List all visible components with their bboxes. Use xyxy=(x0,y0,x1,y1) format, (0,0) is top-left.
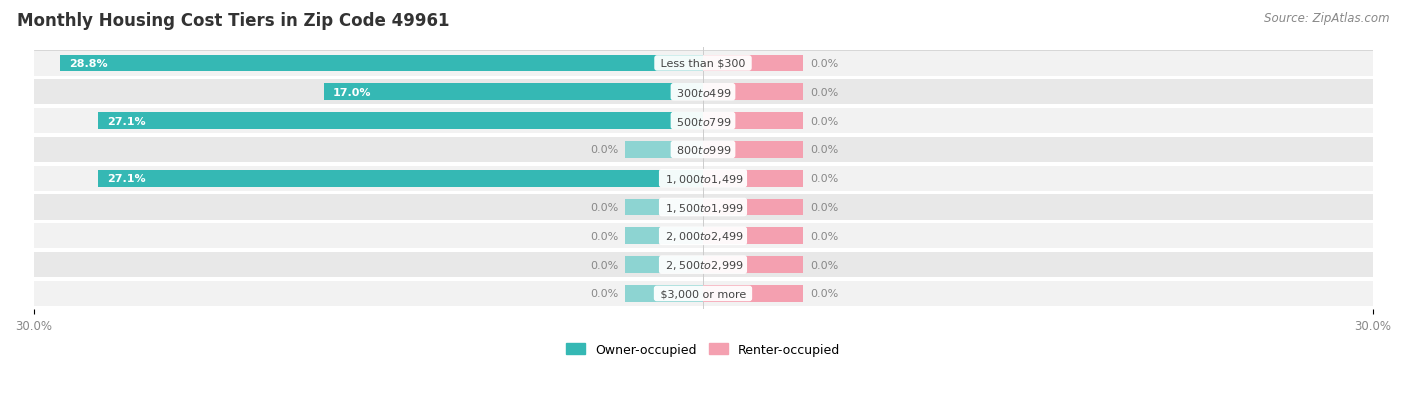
Legend: Owner-occupied, Renter-occupied: Owner-occupied, Renter-occupied xyxy=(561,338,845,361)
Bar xyxy=(98,113,703,130)
Bar xyxy=(34,252,1372,278)
Text: 27.1%: 27.1% xyxy=(107,116,146,126)
Text: 0.0%: 0.0% xyxy=(810,289,838,299)
Bar xyxy=(624,256,703,273)
Text: $3,000 or more: $3,000 or more xyxy=(657,289,749,299)
Text: Less than $300: Less than $300 xyxy=(657,59,749,69)
Text: 27.1%: 27.1% xyxy=(107,174,146,184)
Bar xyxy=(703,285,803,302)
Text: 0.0%: 0.0% xyxy=(591,289,619,299)
Text: $500 to $799: $500 to $799 xyxy=(673,115,733,127)
Bar xyxy=(703,84,803,101)
Bar xyxy=(703,113,803,130)
Bar xyxy=(34,223,1372,249)
Bar xyxy=(34,281,1372,306)
Bar xyxy=(323,84,703,101)
Text: 17.0%: 17.0% xyxy=(333,88,371,97)
Bar xyxy=(34,80,1372,105)
Text: Source: ZipAtlas.com: Source: ZipAtlas.com xyxy=(1264,12,1389,25)
Text: 0.0%: 0.0% xyxy=(591,231,619,241)
Text: $300 to $499: $300 to $499 xyxy=(673,87,733,99)
Text: $800 to $999: $800 to $999 xyxy=(673,144,733,156)
Text: $1,500 to $1,999: $1,500 to $1,999 xyxy=(662,201,744,214)
Bar xyxy=(60,55,703,72)
Text: 0.0%: 0.0% xyxy=(810,231,838,241)
Text: $2,500 to $2,999: $2,500 to $2,999 xyxy=(662,259,744,271)
Bar xyxy=(624,199,703,216)
Bar xyxy=(34,51,1372,76)
Bar xyxy=(703,256,803,273)
Bar xyxy=(98,171,703,187)
Text: $2,000 to $2,499: $2,000 to $2,499 xyxy=(662,230,744,243)
Bar xyxy=(703,142,803,158)
Bar xyxy=(34,138,1372,163)
Bar xyxy=(703,55,803,72)
Text: 0.0%: 0.0% xyxy=(810,88,838,97)
Text: 0.0%: 0.0% xyxy=(591,260,619,270)
Text: 0.0%: 0.0% xyxy=(810,145,838,155)
Bar xyxy=(703,228,803,244)
Text: 28.8%: 28.8% xyxy=(69,59,108,69)
Bar xyxy=(624,228,703,244)
Bar xyxy=(703,199,803,216)
Bar xyxy=(624,142,703,158)
Text: 0.0%: 0.0% xyxy=(810,174,838,184)
Text: 0.0%: 0.0% xyxy=(591,145,619,155)
Text: 0.0%: 0.0% xyxy=(591,202,619,213)
Text: 0.0%: 0.0% xyxy=(810,116,838,126)
Text: 0.0%: 0.0% xyxy=(810,59,838,69)
Bar xyxy=(34,109,1372,134)
Text: 0.0%: 0.0% xyxy=(810,202,838,213)
Bar xyxy=(34,166,1372,191)
Text: 0.0%: 0.0% xyxy=(810,260,838,270)
Bar xyxy=(703,171,803,187)
Text: Monthly Housing Cost Tiers in Zip Code 49961: Monthly Housing Cost Tiers in Zip Code 4… xyxy=(17,12,450,30)
Bar xyxy=(624,285,703,302)
Text: $1,000 to $1,499: $1,000 to $1,499 xyxy=(662,172,744,185)
Bar xyxy=(34,195,1372,220)
